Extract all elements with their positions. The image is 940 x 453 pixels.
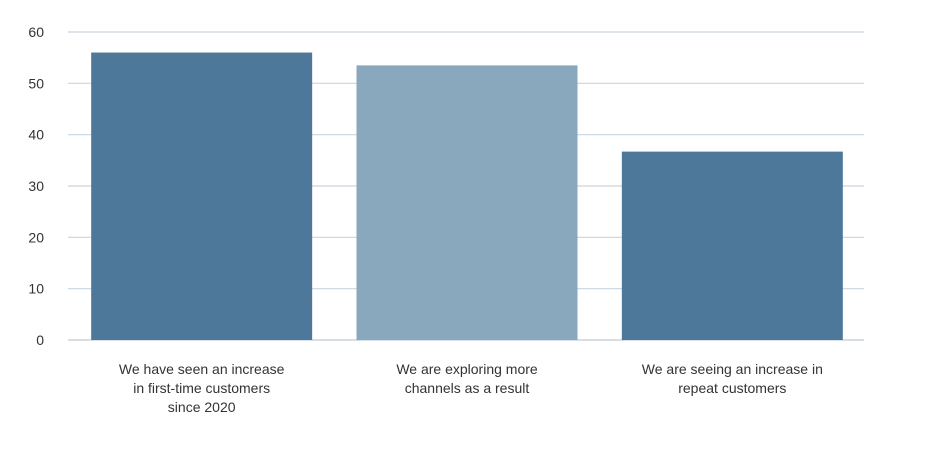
x-category-label-2: We are exploring more channels as a resul… (396, 361, 538, 396)
x-category-label-line: channels as a result (405, 380, 530, 396)
x-category-label-line: repeat customers (678, 380, 786, 396)
y-tick-label: 10 (28, 281, 44, 297)
x-category-label-line: We are exploring more (396, 361, 538, 377)
y-tick-label: 20 (28, 229, 44, 245)
bar-3 (621, 151, 843, 340)
x-category-label-line: We have seen an increase (119, 361, 285, 377)
bars (91, 52, 843, 341)
x-category-label-line: We are seeing an increase in (642, 361, 823, 377)
x-axis-labels: We have seen an increase in first-time cu… (119, 361, 823, 415)
y-tick-label: 60 (28, 24, 44, 40)
y-tick-label: 30 (28, 178, 44, 194)
y-tick-label: 50 (28, 75, 44, 91)
y-tick-label: 40 (28, 127, 44, 143)
x-category-label-3: We are seeing an increase in repeat custo… (642, 361, 823, 396)
bar-2 (356, 65, 578, 340)
y-tick-label: 0 (36, 332, 44, 348)
bar-1 (91, 52, 313, 341)
x-category-label-1: We have seen an increase in first-time cu… (119, 361, 285, 415)
y-axis-ticks: 0 10 20 30 40 50 60 (28, 24, 44, 348)
x-category-label-line: in first-time customers (133, 380, 270, 396)
x-category-label-line: since 2020 (168, 399, 236, 415)
